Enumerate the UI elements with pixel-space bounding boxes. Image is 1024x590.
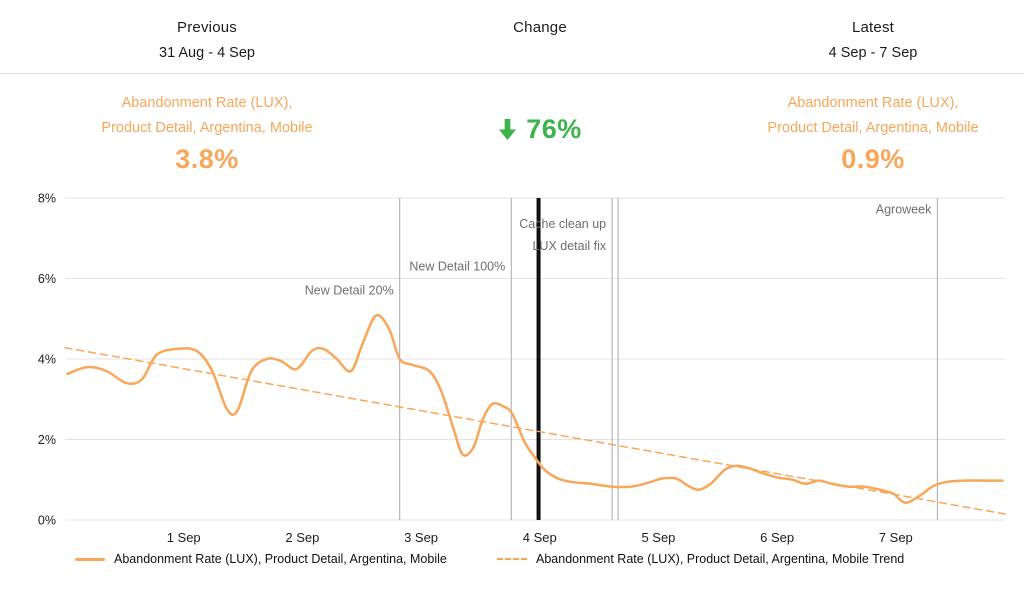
x-axis-label: 7 Sep xyxy=(879,530,913,545)
previous-period-range: 31 Aug - 4 Sep xyxy=(159,45,255,61)
dashed-line-swatch xyxy=(497,558,527,560)
change-value: 76% xyxy=(526,114,582,144)
chart: 0% 2% 4% 6% 8% 1 Sep 2 Sep 3 Sep 4 Sep 5 Sep 6 Sep… xyxy=(0,186,1024,548)
x-axis-label: 1 Sep xyxy=(167,530,201,545)
abandonment-chart-svg: 0% 2% 4% 6% 8% 1 Sep 2 Sep 3 Sep 4 Sep 5 Sep 6 Sep… xyxy=(38,192,1006,545)
previous-period-label: Previous xyxy=(177,19,237,36)
previous-metric-name-line1: Abandonment Rate (LUX), xyxy=(121,95,293,111)
y-axis-label: 2% xyxy=(38,433,56,447)
legend-item-series[interactable]: Abandonment Rate (LUX), Product Detail, … xyxy=(75,552,447,566)
annotation-label: New Detail 100% xyxy=(409,259,505,273)
previous-metric-name-line2: Product Detail, Argentina, Mobile xyxy=(101,120,313,136)
annotation-label: New Detail 20% xyxy=(305,284,394,298)
x-axis-label: 6 Sep xyxy=(760,530,794,545)
legend-item-trend[interactable]: Abandonment Rate (LUX), Product Detail, … xyxy=(497,552,904,566)
legend: Abandonment Rate (LUX), Product Detail, … xyxy=(0,548,1024,578)
annotation-label: Cache clean up xyxy=(519,217,606,231)
trend-line xyxy=(64,346,1006,515)
change-column: Change xyxy=(380,19,700,36)
latest-metric-value: 0.9% xyxy=(841,144,905,174)
change-summary: 76% xyxy=(390,114,690,145)
y-axis-label: 8% xyxy=(38,192,56,206)
summary-row: Abandonment Rate (LUX), Product Detail, … xyxy=(0,74,1024,186)
y-axis-label: 4% xyxy=(38,353,56,367)
annotation-label: LUX detail fix xyxy=(532,239,606,253)
latest-summary: Abandonment Rate (LUX), Product Detail, … xyxy=(693,91,1024,175)
legend-trend-label: Abandonment Rate (LUX), Product Detail, … xyxy=(536,552,905,566)
latest-metric-name-line1: Abandonment Rate (LUX), xyxy=(787,95,959,111)
solid-line-swatch xyxy=(75,557,105,561)
latest-period-label: Latest xyxy=(851,19,895,36)
previous-metric-value: 3.8% xyxy=(175,144,239,174)
period-header: Previous 31 Aug - 4 Sep Change Latest 4 … xyxy=(0,0,1024,74)
legend-series-label: Abandonment Rate (LUX), Product Detail, … xyxy=(114,552,447,566)
latest-period-column: Latest 4 Sep - 7 Sep xyxy=(713,19,1024,61)
change-label: Change xyxy=(513,19,567,36)
x-axis-label: 5 Sep xyxy=(641,530,675,545)
series-line xyxy=(66,313,1004,504)
latest-metric-name-line2: Product Detail, Argentina, Mobile xyxy=(767,120,979,136)
previous-period-column: Previous 31 Aug - 4 Sep xyxy=(47,19,367,61)
annotation-label: Agroweek xyxy=(876,202,932,216)
previous-summary: Abandonment Rate (LUX), Product Detail, … xyxy=(27,91,387,175)
x-axis-label: 3 Sep xyxy=(404,530,438,545)
change-indicator: 76% xyxy=(390,114,690,145)
x-axis-label: 4 Sep xyxy=(523,530,557,545)
y-axis-label: 6% xyxy=(38,272,56,286)
latest-period-range: 4 Sep - 7 Sep xyxy=(828,45,918,61)
decrease-arrow-icon xyxy=(498,118,517,141)
x-axis-label: 2 Sep xyxy=(285,530,319,545)
y-axis-label: 0% xyxy=(38,514,56,528)
